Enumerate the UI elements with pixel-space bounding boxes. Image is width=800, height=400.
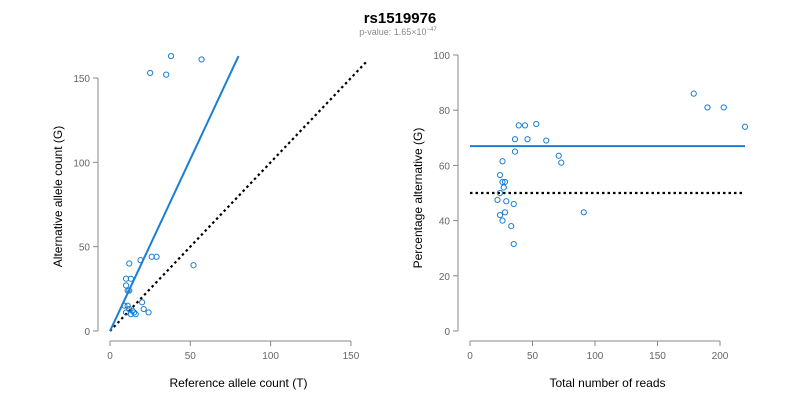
x-tick-label: 100: [262, 351, 279, 362]
data-point: [137, 257, 144, 264]
data-point: [555, 152, 562, 159]
data-point: [163, 71, 170, 78]
data-point: [515, 122, 522, 129]
data-point: [496, 211, 504, 219]
data-point: [511, 136, 519, 143]
percentage-alternative-scatter-panel: 0 50 100 150 200 0 20 40 60 80 100 Total number of …: [411, 51, 749, 390]
data-point: [121, 302, 128, 309]
data-point: [720, 104, 727, 111]
data-point: [521, 122, 529, 129]
data-point: [139, 299, 146, 306]
p-value-label: p-value: 1.65×10−47: [359, 27, 437, 37]
data-point: [496, 189, 504, 197]
data-point: [704, 104, 711, 111]
data-point: [524, 136, 531, 143]
data-point: [508, 223, 515, 230]
data-point: [126, 260, 133, 267]
data-point: [126, 287, 133, 294]
data-point: [122, 282, 130, 289]
data-point: [510, 240, 517, 248]
x-tick-label: 150: [649, 351, 666, 362]
y-tick-label: 80: [439, 106, 451, 117]
y-tick-label: 40: [439, 217, 451, 228]
data-point: [496, 171, 504, 179]
data-point: [167, 52, 175, 60]
data-point: [500, 184, 507, 191]
y-axis-title: Alternative allele count (G): [51, 126, 65, 267]
data-point: [543, 137, 550, 144]
data-point: [499, 158, 506, 165]
p-value-text: p-value: 1.65×10: [359, 27, 426, 37]
data-point: [140, 305, 147, 313]
data-point: [198, 56, 205, 63]
y-tick-label: 0: [444, 327, 450, 338]
data-point: [145, 309, 152, 316]
x-tick-label: 50: [185, 351, 197, 362]
data-point: [501, 209, 509, 216]
y-tick-label: 0: [84, 327, 90, 338]
x-tick-label: 100: [587, 351, 604, 362]
data-point: [494, 196, 501, 203]
allele-count-scatter-panel: 0 50 100 150 0 50 100 150 Reference allele count…: [51, 52, 368, 390]
data-point: [132, 311, 139, 318]
data-point: [127, 275, 134, 282]
x-tick-label: 200: [712, 351, 729, 362]
data-point: [499, 178, 506, 186]
x-axis-title: Reference allele count (T): [169, 376, 307, 390]
data-point: [153, 253, 160, 260]
x-tick-label: 50: [527, 351, 539, 362]
data-point: [130, 309, 138, 316]
data-point: [124, 302, 131, 309]
data-point: [690, 90, 697, 97]
p-value-exponent: −47: [427, 27, 438, 33]
data-point: [129, 307, 136, 314]
data-point: [190, 262, 197, 269]
y-tick-label: 20: [439, 272, 451, 283]
x-tick-label: 0: [467, 351, 473, 362]
chart-title: rs1519976: [364, 10, 437, 27]
y-axis-title: Percentage alternative (G): [411, 128, 425, 269]
data-point: [501, 178, 509, 186]
data-point: [499, 217, 506, 224]
reference-line: [109, 60, 368, 332]
y-tick-label: 50: [79, 243, 91, 254]
x-tick-label: 150: [343, 351, 360, 362]
y-tick-label: 150: [73, 74, 90, 85]
data-point: [511, 148, 519, 155]
x-tick-label: 0: [107, 351, 113, 362]
data-point: [147, 69, 154, 77]
data-point: [558, 159, 565, 166]
data-point: [510, 200, 517, 208]
fit-line: [109, 55, 240, 332]
y-tick-label: 100: [73, 158, 90, 169]
y-tick-label: 100: [433, 51, 450, 62]
data-point: [533, 120, 540, 128]
data-point: [741, 123, 749, 130]
data-point: [580, 209, 587, 216]
x-axis-title: Total number of reads: [549, 376, 665, 390]
data-point: [503, 198, 510, 205]
y-tick-label: 60: [439, 161, 451, 172]
